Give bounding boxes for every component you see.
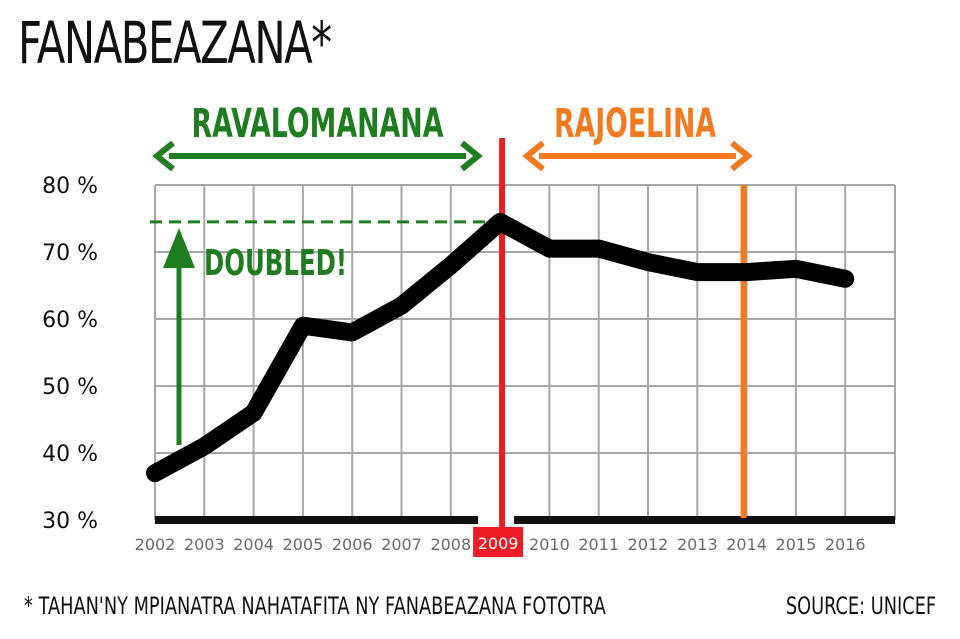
y-tick-label: 70 % xyxy=(42,241,98,266)
data-point xyxy=(844,277,847,280)
x-tick-label: 2014 xyxy=(726,535,767,554)
x-tick-label: 2004 xyxy=(233,535,274,554)
data-point xyxy=(203,445,206,448)
data-point xyxy=(449,264,452,267)
data-point xyxy=(351,331,354,334)
x-tick-label: 2009 xyxy=(478,534,519,553)
arrow-head-right xyxy=(730,140,753,172)
x-tick-label: 2003 xyxy=(184,535,225,554)
doubled-label: DOUBLED! xyxy=(204,243,347,284)
x-tick-label: 2007 xyxy=(381,535,422,554)
x-axis xyxy=(155,516,895,524)
highlight-year-box xyxy=(473,527,524,557)
data-point xyxy=(696,271,699,274)
data-point xyxy=(745,271,748,274)
rajoelina-label: RAJOELINA xyxy=(554,101,716,147)
data-point xyxy=(400,304,403,307)
data-point xyxy=(252,411,255,414)
x-tick-label: 2008 xyxy=(430,535,471,554)
vertical-markers xyxy=(499,138,747,527)
x-tick-label: 2015 xyxy=(776,535,817,554)
data-point xyxy=(794,267,797,270)
data-point xyxy=(301,324,304,327)
x-axis-bar xyxy=(514,516,895,524)
y-tick-label: 80 % xyxy=(42,174,98,199)
y-tick-label: 50 % xyxy=(42,375,98,400)
series xyxy=(146,212,855,483)
data-point xyxy=(154,472,156,475)
y-tick-label: 60 % xyxy=(42,308,98,333)
doubled-arrow-head xyxy=(163,228,195,268)
arrow-head-right xyxy=(460,140,483,172)
x-axis-bar xyxy=(155,516,479,524)
source-label: SOURCE: UNICEF xyxy=(785,592,936,620)
footnote: * TAHAN'NY MPIANATRA NAHATAFITA NY FANAB… xyxy=(24,592,606,620)
rajoelina-arrow xyxy=(522,140,753,172)
x-tick-label: 2011 xyxy=(578,535,619,554)
arrow-head-left xyxy=(522,140,545,172)
data-point xyxy=(647,261,649,264)
page-title: FANABEAZANA* xyxy=(18,9,332,77)
data-point xyxy=(499,220,502,223)
x-tick-label: 2013 xyxy=(677,535,718,554)
arrow-head-left xyxy=(152,140,175,172)
x-tick-label: 2012 xyxy=(628,535,669,554)
data-point xyxy=(548,247,551,250)
ravalomanana-label: RAVALOMANANA xyxy=(192,101,444,147)
data-point xyxy=(597,247,600,250)
y-tick-label: 30 % xyxy=(42,509,98,534)
annotations: RAVALOMANANA RAJOELINA DOUBLED! xyxy=(150,101,753,445)
x-tick-label: 2016 xyxy=(825,535,866,554)
x-tick-label: 2010 xyxy=(529,535,570,554)
y-axis-ticks: 30 % 40 % 50 % 60 % 70 % 80 % xyxy=(42,174,98,534)
x-tick-label: 2005 xyxy=(283,535,324,554)
grid-lines xyxy=(154,184,896,520)
ravalomanana-arrow xyxy=(152,140,483,172)
x-axis-ticks: 2002 2003 2004 2005 2006 2007 2008 2009 2010 2011… xyxy=(135,527,866,557)
y-tick-label: 40 % xyxy=(42,442,98,467)
x-tick-label: 2002 xyxy=(135,535,176,554)
x-tick-label: 2006 xyxy=(332,535,373,554)
